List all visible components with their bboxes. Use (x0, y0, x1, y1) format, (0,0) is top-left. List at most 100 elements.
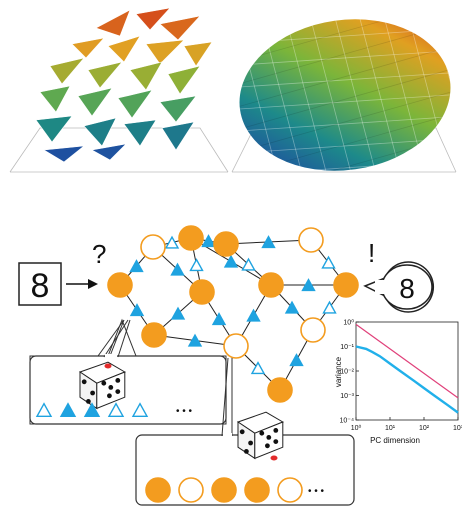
mesh-line (239, 115, 461, 132)
synapse-triangle (322, 300, 337, 314)
surface-fragment (129, 61, 163, 91)
y-tick-label: 10⁻⁴ (340, 418, 355, 425)
die-pip (90, 390, 95, 396)
neuron-node (333, 272, 359, 298)
mesh-line (230, 50, 451, 67)
bubble-joint-mask (375, 280, 389, 294)
chart-ylabel: variance (334, 356, 343, 387)
y-tick-label: 10⁻³ (340, 393, 354, 400)
sequence-circle (178, 477, 204, 503)
synapse-triangle (321, 255, 336, 269)
mesh-line (233, 72, 454, 88)
variance-chart: 10⁰ 10¹ 10² 10³ 10⁰ 10⁻¹ 10⁻² 10⁻³ 10⁻⁴ PC dimen… (334, 318, 462, 445)
die-pip (266, 435, 272, 440)
x-tick-label: 10³ (453, 425, 462, 432)
die-pip (107, 393, 112, 399)
mesh-line (382, 11, 423, 163)
exploded-triangles (35, 7, 213, 163)
synapse-triangle (289, 353, 304, 367)
x-tick-label: 10⁰ (351, 424, 362, 432)
sequence-triangle (131, 402, 149, 417)
mesh-line (239, 68, 454, 130)
synapse-triangle (223, 254, 239, 268)
network-diagram: 8 ? ! 8 (18, 225, 435, 403)
panel-floor-outline (9, 127, 229, 173)
mesh-line (263, 28, 304, 179)
reference-line (355, 323, 459, 399)
surface-fragment (183, 41, 213, 67)
surface-fragment (107, 35, 141, 63)
sequence-circle (211, 477, 237, 503)
mesh-line (236, 94, 458, 110)
die-pip (115, 378, 121, 383)
exploded-surface-panel (9, 7, 229, 173)
synapse-triangle (164, 235, 180, 249)
surface-fragment (77, 87, 113, 117)
neuron-node (300, 317, 326, 343)
surface-fragment (43, 145, 85, 163)
dice-icon (236, 411, 284, 461)
die-pip (101, 380, 107, 386)
circle-ellipsis: • • • (308, 486, 325, 497)
network-triangles (129, 234, 337, 375)
surface-fragment (35, 115, 73, 143)
input-digit: 8 (31, 267, 50, 305)
chart-series (355, 323, 459, 414)
y-tick-label: 10⁻¹ (340, 344, 354, 351)
surface-fragment (161, 121, 195, 151)
die-pip (86, 399, 91, 404)
die-pip (244, 449, 249, 454)
neuron-node (213, 231, 239, 257)
circle-sequence (145, 477, 303, 503)
triangle-ellipsis: • • • (176, 406, 193, 417)
die-pip (115, 389, 121, 394)
sequence-circle (244, 477, 270, 503)
surface-fragment (83, 117, 117, 147)
variance-curve (355, 345, 459, 414)
callout-box (29, 355, 227, 425)
surface-fragment (159, 95, 197, 123)
sequence-triangle (59, 402, 77, 417)
mesh-line (287, 25, 328, 176)
die-pip (81, 379, 87, 385)
neuron-node (107, 272, 133, 298)
synapse-triangle (129, 303, 145, 317)
sequence-triangle (83, 402, 101, 417)
die-pip (273, 428, 279, 433)
sequence-circle (145, 477, 171, 503)
mesh-line (236, 46, 451, 108)
chart-background (336, 318, 456, 430)
mesh-line (358, 15, 399, 166)
surface-fragment (123, 119, 157, 147)
synapse-triangle (261, 235, 276, 249)
neuron-node (267, 377, 293, 403)
surface-fragment (91, 143, 127, 161)
neuron-node (141, 322, 167, 348)
mesh-line (334, 18, 375, 169)
synapse-triangle (241, 257, 256, 271)
surface-fragment (49, 57, 85, 85)
mesh-line (233, 24, 448, 86)
die-pip (259, 430, 265, 436)
question-mark: ? (92, 239, 106, 269)
output-digit: 8 (399, 273, 415, 304)
surface-fragment (159, 15, 201, 41)
circle-callout: • • • (135, 357, 355, 506)
neuron-node (258, 272, 284, 298)
synapse-triangle (250, 361, 266, 375)
surface-fragment (39, 85, 71, 113)
synapse-triangle (301, 278, 316, 292)
synapse-triangle (284, 300, 300, 314)
die-pip (273, 439, 279, 444)
sequence-triangle (35, 402, 53, 417)
ellipsoid-panel (229, 5, 461, 185)
synapse-triangle (187, 333, 203, 347)
exclamation-mark: ! (368, 238, 375, 268)
synapse-triangle (246, 308, 261, 322)
x-tick-label: 10¹ (385, 425, 396, 432)
synapse-triangle (170, 306, 186, 320)
surface-fragment (71, 37, 105, 59)
ellipsoid-body (239, 19, 451, 171)
die-pip (248, 440, 254, 446)
